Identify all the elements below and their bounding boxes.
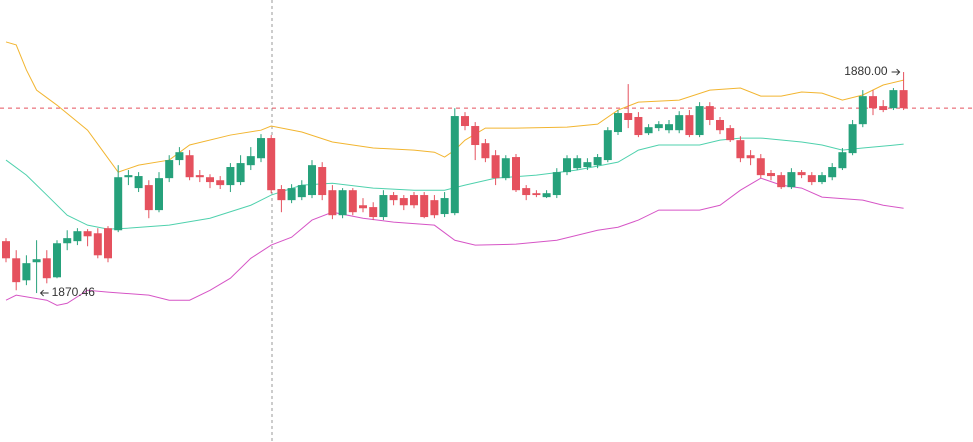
candle-body: [206, 177, 214, 183]
candle-body: [328, 190, 337, 216]
candle-body: [42, 258, 51, 279]
candle-body: [12, 258, 21, 283]
candle-body: [603, 130, 612, 161]
candle-body: [767, 173, 775, 177]
candle-body: [195, 175, 204, 178]
candle-body: [787, 172, 796, 188]
candle-body: [593, 157, 602, 166]
candle-body: [155, 178, 163, 211]
candle-body: [461, 116, 469, 127]
candle-body: [481, 143, 490, 159]
arrow: [891, 68, 901, 76]
candle-body: [104, 228, 112, 259]
arrow: [39, 289, 49, 297]
candle-body: [450, 116, 459, 214]
candle-body: [828, 167, 837, 178]
candle-body: [675, 115, 684, 131]
candle-body: [53, 243, 61, 278]
band-line: [5, 177, 904, 306]
candle-body: [573, 158, 582, 169]
candle-body: [93, 233, 102, 256]
candle-body: [848, 124, 857, 154]
candle-body: [420, 195, 429, 218]
candle-body: [338, 190, 347, 216]
candle-body: [665, 124, 673, 131]
candle-body: [63, 238, 72, 244]
candle-body: [512, 157, 520, 191]
candle-body: [144, 185, 153, 211]
candle-body: [563, 158, 571, 173]
candle-body: [267, 138, 276, 191]
candle-body: [818, 175, 826, 183]
candle-body: [32, 259, 41, 263]
candle-body: [756, 158, 765, 176]
candle-body: [869, 96, 877, 109]
candle-body: [22, 263, 31, 281]
candle-body: [552, 172, 561, 196]
candle-body: [705, 106, 714, 120]
candle-body: [369, 207, 378, 218]
candle-body: [440, 198, 449, 215]
candle-body: [695, 106, 704, 136]
candle-body: [838, 152, 847, 169]
candle-body: [532, 193, 541, 196]
max-label: 1880.00: [844, 64, 888, 78]
candle-body: [246, 156, 255, 166]
min-label: 1870.46: [52, 285, 96, 299]
candle-body: [410, 195, 418, 206]
candle-body: [614, 113, 622, 133]
candle-body: [430, 200, 439, 216]
candle-body: [624, 113, 633, 120]
candle-body: [807, 175, 816, 183]
candle-body: [216, 180, 225, 186]
candle-body: [348, 190, 357, 213]
candle-body: [124, 175, 133, 178]
candle-body: [858, 96, 867, 125]
candle-body: [644, 127, 653, 134]
candle-body: [287, 188, 296, 201]
candle-body: [83, 231, 92, 237]
candle-body: [359, 205, 367, 209]
candle-body: [318, 167, 327, 196]
candle-body: [2, 241, 10, 259]
band-line: [5, 41, 904, 173]
candle-body: [389, 195, 398, 201]
candle-body: [777, 175, 786, 188]
candle-body: [654, 124, 663, 129]
candle-body: [685, 115, 694, 136]
candle-body: [736, 140, 745, 159]
candle-body: [746, 155, 755, 159]
candle-body: [134, 176, 143, 189]
candle-body: [471, 126, 480, 146]
candle-body: [491, 155, 500, 179]
candle-body: [297, 185, 306, 198]
candle-body: [716, 119, 724, 131]
candle-body: [114, 177, 123, 231]
candle-body: [634, 116, 643, 136]
candle-body: [379, 195, 388, 218]
candle-body: [889, 90, 898, 109]
candle-body: [522, 188, 531, 196]
candle-body: [165, 160, 174, 179]
candle-body: [185, 155, 194, 178]
candle-body: [879, 106, 888, 111]
candle-body: [73, 231, 82, 242]
candle-body: [257, 138, 265, 159]
candle-body: [583, 162, 592, 168]
candle-body: [226, 167, 235, 186]
candle-body: [899, 90, 908, 109]
candle-body: [542, 193, 551, 198]
candle-body: [399, 198, 408, 206]
candle-body: [308, 165, 316, 196]
candle-body: [501, 158, 510, 179]
candle-body: [236, 163, 245, 183]
candle-body: [277, 189, 286, 201]
candle-body: [797, 172, 806, 176]
candle-body: [726, 128, 735, 141]
candle-body: [175, 152, 184, 161]
